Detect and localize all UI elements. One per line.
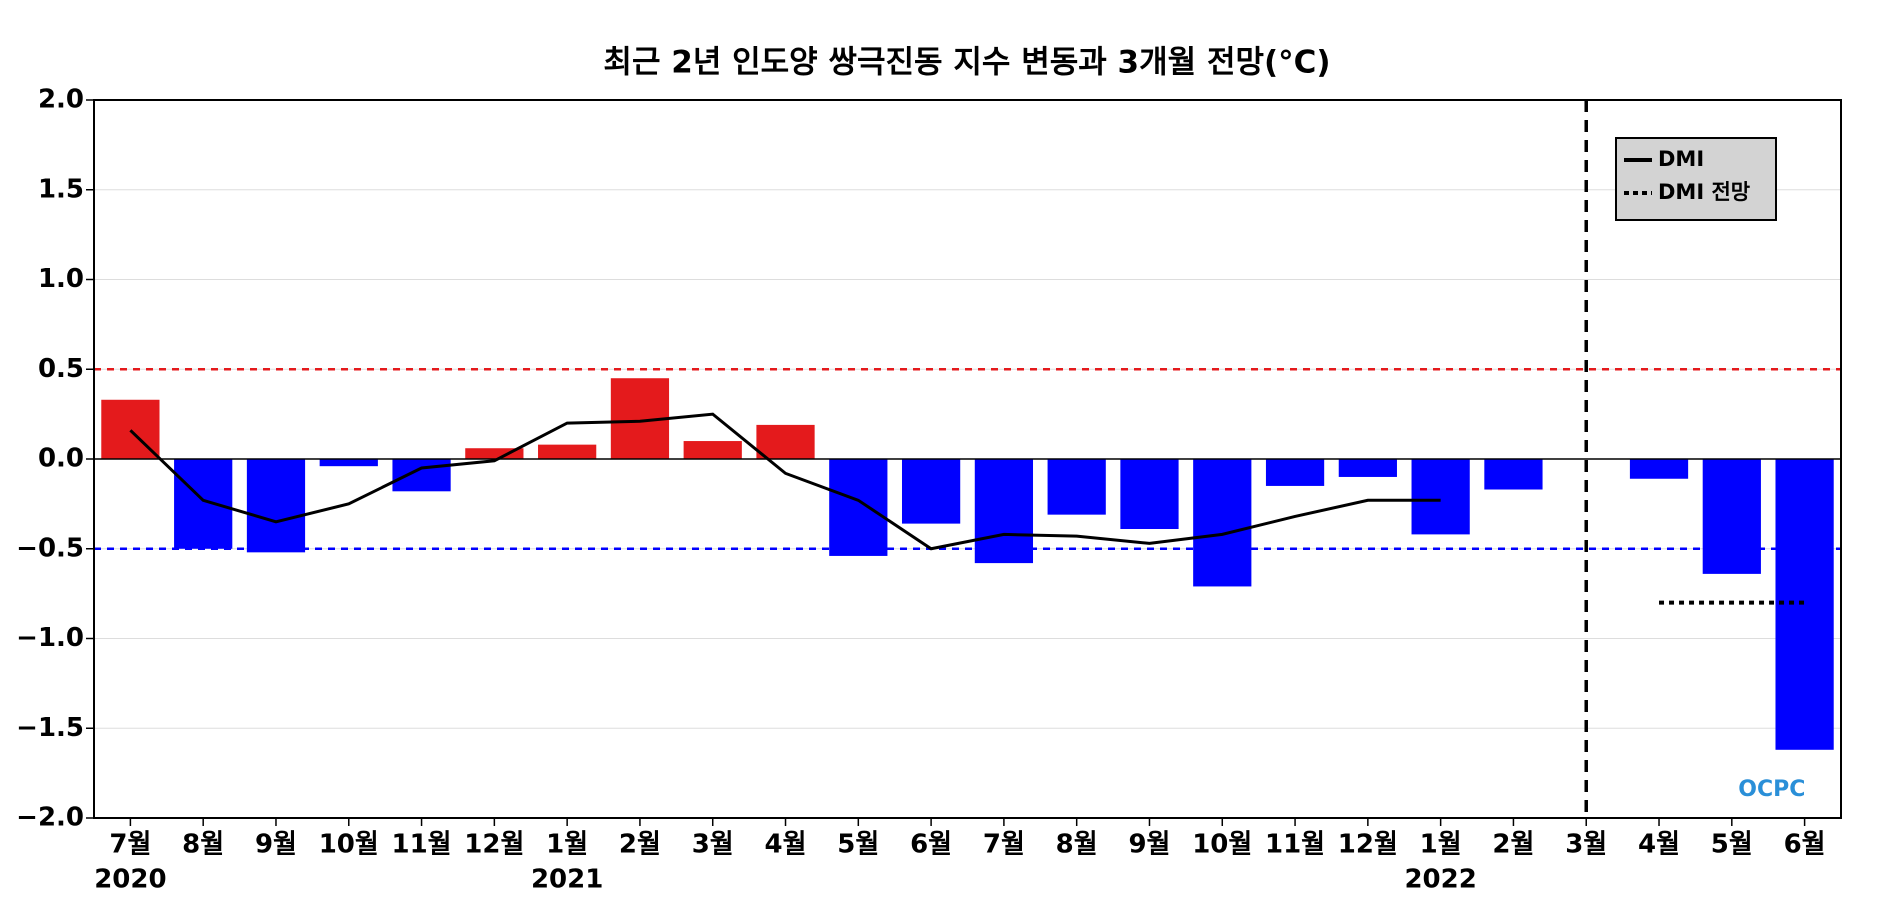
bar (1411, 459, 1470, 535)
bar (246, 459, 306, 553)
legend-label: DMI 전망 (1658, 180, 1750, 204)
y-tick-label: −1.0 (16, 623, 84, 653)
y-tick-label: 2.0 (38, 85, 84, 115)
x-tick-label: 6월 (1784, 830, 1826, 860)
y-tick-label: 1.5 (38, 174, 84, 204)
x-tick-label: 5월 (837, 830, 879, 860)
legend-box (1615, 137, 1777, 221)
y-tick-label: 0.0 (38, 444, 84, 474)
bar (1775, 459, 1834, 750)
x-tick-label: 11월 (392, 830, 452, 860)
bar (901, 459, 961, 524)
y-tick-label: −2.0 (16, 803, 84, 833)
bar (1338, 459, 1397, 477)
bar (1484, 459, 1543, 490)
x-tick-label: 5월 (1711, 830, 1753, 860)
x-tick-label: 8월 (182, 830, 224, 860)
line-series (129, 412, 1441, 551)
chart-title: 최근 2년 인도양 쌍극진동 지수 변동과 3개월 전망(°C) (603, 45, 1330, 81)
bar (974, 459, 1034, 564)
bar (683, 441, 742, 459)
x-tick-label: 12월 (1338, 830, 1398, 860)
x-tick-label: 9월 (255, 830, 297, 860)
bar (1265, 459, 1325, 486)
bar (392, 459, 451, 492)
x-tick-label: 7월 (983, 830, 1025, 860)
year-label: 2021 (531, 865, 603, 895)
bar (174, 459, 233, 549)
x-tick-label: 1월 (546, 830, 588, 860)
x-tick-label: 7월 (109, 830, 151, 860)
bar (319, 459, 378, 467)
y-tick-label: −0.5 (16, 533, 84, 563)
y-tick-label: 0.5 (38, 354, 84, 384)
x-tick-label: 1월 (1420, 830, 1462, 860)
legend-label: DMI (1658, 147, 1704, 171)
year-label: 2022 (1404, 865, 1476, 895)
bar (1047, 459, 1106, 515)
x-tick-label: 10월 (319, 830, 379, 860)
watermark: OCPC (1738, 777, 1805, 802)
bar (538, 444, 597, 459)
bar (756, 424, 815, 459)
plot-frame (93, 99, 1842, 819)
bar (1193, 459, 1252, 587)
x-tick-label: 6월 (910, 830, 952, 860)
x-tick-label: 11월 (1265, 830, 1325, 860)
x-tick-label: 3월 (1565, 830, 1607, 860)
x-tick-label: 3월 (692, 830, 734, 860)
bar (1120, 459, 1179, 530)
y-tick-label: −1.5 (16, 713, 84, 743)
bar (1702, 459, 1761, 574)
year-label: 2020 (94, 865, 166, 895)
bar (1629, 459, 1689, 479)
y-tick-label: 1.0 (38, 264, 84, 294)
x-tick-label: 12월 (464, 830, 524, 860)
x-tick-label: 2월 (619, 830, 661, 860)
x-tick-label: 4월 (1638, 830, 1680, 860)
x-tick-label: 2월 (1492, 830, 1534, 860)
bar (465, 448, 524, 459)
bar (829, 459, 888, 556)
x-tick-label: 10월 (1192, 830, 1252, 860)
x-tick-label: 4월 (765, 830, 807, 860)
x-tick-label: 8월 (1056, 830, 1098, 860)
x-tick-label: 9월 (1128, 830, 1170, 860)
